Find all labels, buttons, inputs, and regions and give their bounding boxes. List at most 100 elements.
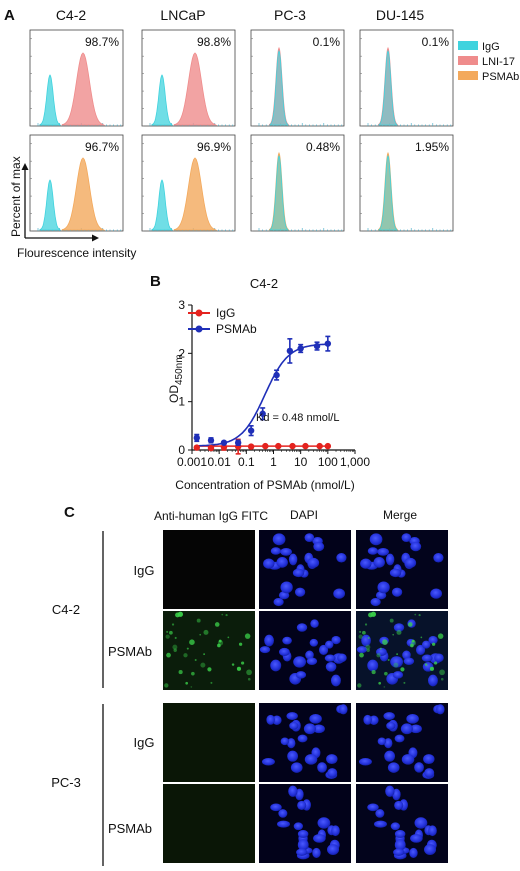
nucleus — [369, 533, 383, 546]
psmab-peak — [173, 157, 218, 231]
percent-label: 0.1% — [422, 35, 450, 49]
fitc-signal — [440, 677, 444, 681]
fitc-signal — [410, 640, 417, 646]
igg-peak — [269, 49, 289, 126]
fitc-signal — [241, 661, 245, 665]
micrograph-c4-2-psmab-dapi — [259, 611, 351, 690]
nucleus — [402, 650, 411, 660]
fitc-signal — [358, 634, 363, 639]
nucleus — [304, 533, 315, 543]
nucleus — [297, 734, 308, 743]
percent-label: 1.95% — [415, 140, 449, 154]
nucleus — [306, 657, 318, 666]
fitc-signal — [210, 681, 213, 684]
nucleus — [339, 704, 348, 715]
nucleus — [373, 557, 385, 568]
micrograph-background — [163, 530, 255, 609]
fitc-signal — [371, 670, 376, 675]
nucleus — [406, 713, 419, 724]
fitc-signal — [247, 677, 251, 681]
nucleus — [330, 674, 341, 687]
panel-a-letter: A — [4, 7, 15, 24]
fitc-signal — [203, 653, 205, 655]
nucleus — [280, 548, 292, 556]
y-tick-label: 3 — [178, 298, 185, 312]
nucleus — [360, 558, 372, 569]
histogram-c4-2-psmab: 96.7% — [29, 134, 124, 232]
nucleus — [428, 635, 438, 645]
fitc-signal — [218, 639, 222, 643]
nucleus — [400, 723, 413, 735]
percent-label: 96.7% — [85, 140, 119, 154]
nucleus — [294, 587, 306, 597]
nucleus — [374, 820, 387, 828]
igg-point — [275, 442, 282, 450]
nucleus — [387, 762, 400, 773]
fitc-signal — [389, 618, 394, 623]
nucleus — [384, 750, 396, 762]
panel-c: C Anti-human IgG FITC DAPI Merge C4-2 PC… — [51, 504, 448, 866]
nucleus — [401, 754, 415, 765]
fitc-signal — [178, 670, 183, 675]
nucleus — [278, 809, 288, 818]
nucleus — [326, 754, 338, 765]
histogram-pc-3-psmab: 0.48% — [250, 134, 345, 232]
igg-peak — [378, 154, 398, 231]
igg-peak — [39, 74, 62, 126]
fitc-signal — [217, 640, 224, 646]
group-label-c4-2: C4-2 — [52, 602, 80, 617]
nucleus — [363, 714, 372, 725]
fitc-signal — [227, 636, 230, 639]
micrograph-pc-3-igg-merge — [356, 703, 448, 782]
nucleus — [404, 557, 417, 569]
nucleus — [394, 839, 406, 851]
histogram-pc-3-lni-17: 0.1% — [250, 29, 345, 127]
fitc-signal — [410, 643, 414, 648]
nucleus — [317, 762, 327, 773]
histogram-grid: 98.7% 98.8% 0.1% 0.1% 96.7% 96.9% 0.48% 1.95% — [29, 29, 454, 232]
fitc-signal — [379, 647, 382, 650]
fitc-signal — [244, 633, 251, 639]
nucleus — [312, 847, 321, 858]
nucleus — [276, 557, 288, 568]
psmab-point — [193, 434, 200, 442]
fitc-signal — [165, 634, 170, 639]
nucleus — [394, 829, 406, 838]
x-tick-label: 100 — [318, 455, 338, 469]
panel-a-axis-arrows — [21, 163, 99, 242]
psmab-point — [297, 345, 304, 352]
fitc-signal — [393, 662, 399, 668]
nucleus — [383, 712, 395, 720]
nucleus — [293, 822, 303, 831]
fitc-signal — [424, 663, 428, 666]
psmab-point — [234, 439, 242, 446]
nucleus — [287, 738, 296, 749]
psmab-point — [247, 427, 255, 434]
header-fitc: Anti-human IgG FITC — [154, 509, 268, 523]
histogram-frame — [250, 134, 345, 232]
nucleus — [313, 834, 326, 843]
micrograph-c4-2-psmab-fitc — [163, 611, 255, 690]
fitc-signal — [357, 683, 362, 688]
x-tick-label: 0.001 — [177, 455, 207, 469]
fitc-signal — [203, 629, 209, 635]
micrograph-pc-3-igg-dapi — [259, 703, 351, 782]
psmab-point — [324, 340, 332, 347]
fitc-signal — [221, 613, 224, 616]
igg-point — [316, 442, 323, 450]
nucleus — [309, 713, 322, 724]
legend-marker-psmab — [195, 325, 203, 333]
chart-legend-psmab: PSMAb — [216, 322, 257, 336]
micrograph-background — [356, 703, 448, 782]
nucleus — [264, 634, 274, 647]
psmab-point — [259, 410, 266, 417]
nucleus — [331, 635, 341, 645]
panel-b: B C4-2 0 1 2 3 0.001 0.01 0.1 1 10 100 1,000 OD450… — [150, 273, 370, 492]
micrograph-background — [163, 703, 255, 782]
y-tick-label: 2 — [178, 346, 185, 360]
nucleus — [261, 757, 275, 766]
histogram-frame — [359, 29, 454, 127]
nucleus — [410, 834, 423, 843]
nucleus — [375, 647, 387, 657]
fitc-signal — [396, 653, 398, 655]
